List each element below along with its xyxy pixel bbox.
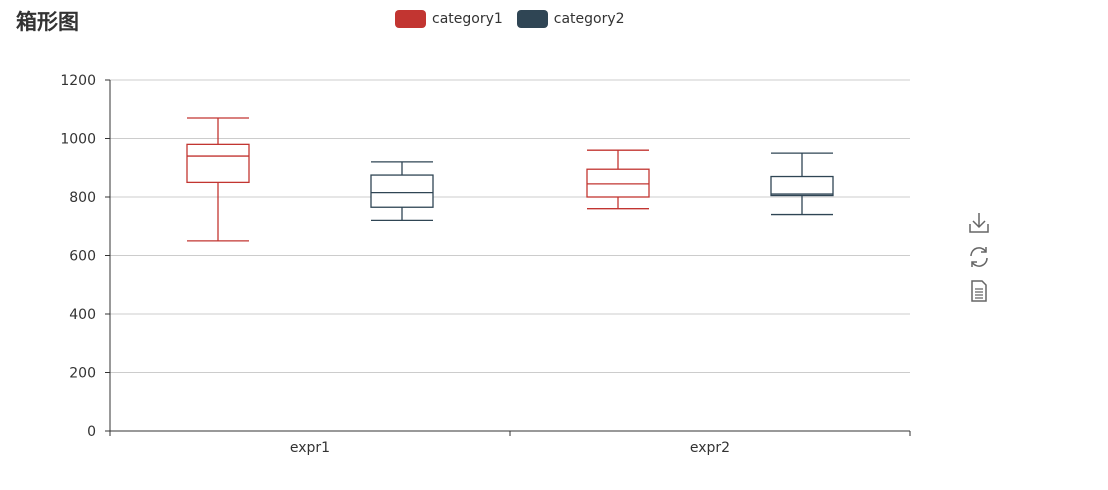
legend-item-category1[interactable]: category1 (395, 10, 503, 28)
legend: category1 category2 (395, 10, 639, 28)
legend-item-category2[interactable]: category2 (516, 10, 625, 28)
y-tick-label: 800 (69, 190, 96, 206)
download-icon[interactable] (966, 210, 992, 236)
box-category1-expr2 (586, 168, 650, 198)
chart-title: 箱形图 (16, 10, 79, 34)
toolbox (966, 210, 992, 312)
y-tick-label: 600 (69, 249, 96, 265)
data-view-icon[interactable] (966, 278, 992, 304)
x-tick-label: expr2 (690, 440, 730, 456)
box-category2-expr1 (370, 174, 434, 208)
y-tick-label: 0 (87, 424, 96, 440)
legend-label-category1: category1 (432, 11, 503, 27)
refresh-icon[interactable] (966, 244, 992, 270)
y-tick-label: 1200 (60, 73, 96, 89)
box-category2-expr2 (770, 175, 834, 197)
legend-swatch-category1 (395, 10, 426, 28)
x-tick-label: expr1 (290, 440, 330, 456)
y-tick-label: 1000 (60, 132, 96, 148)
y-tick-label: 400 (69, 307, 96, 323)
legend-swatch-category2 (516, 10, 548, 28)
box-category1-expr1 (186, 143, 250, 184)
legend-label-category2: category2 (553, 11, 625, 27)
y-tick-label: 200 (69, 366, 96, 382)
